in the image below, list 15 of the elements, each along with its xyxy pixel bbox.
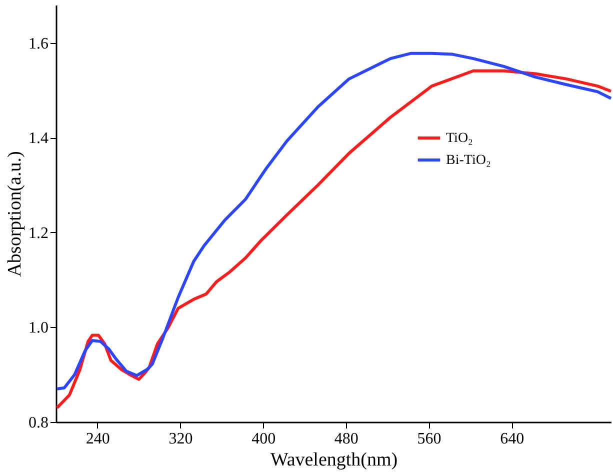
legend-label: Bi-TiO₂ [446,153,491,168]
y-tick-label: 1.6 [28,35,48,52]
x-tick-label: 560 [417,430,442,448]
legend-label: TiO₂ [446,131,474,146]
y-tick-label: 1.0 [28,320,48,337]
x-tick-label: 320 [168,430,193,448]
x-tick-label: 640 [500,430,524,448]
y-tick-label: 1.4 [28,130,48,148]
x-tick-label: 400 [252,430,276,448]
x-tick-label: 240 [86,430,110,448]
y-tick-label: 1.2 [28,224,48,242]
y-tick-label: 0.8 [28,414,48,432]
x-tick-label: 480 [334,430,358,448]
y-axis-title: Absorption(a.u.) [4,151,26,277]
x-axis-title: Wavelength(nm) [270,450,398,470]
